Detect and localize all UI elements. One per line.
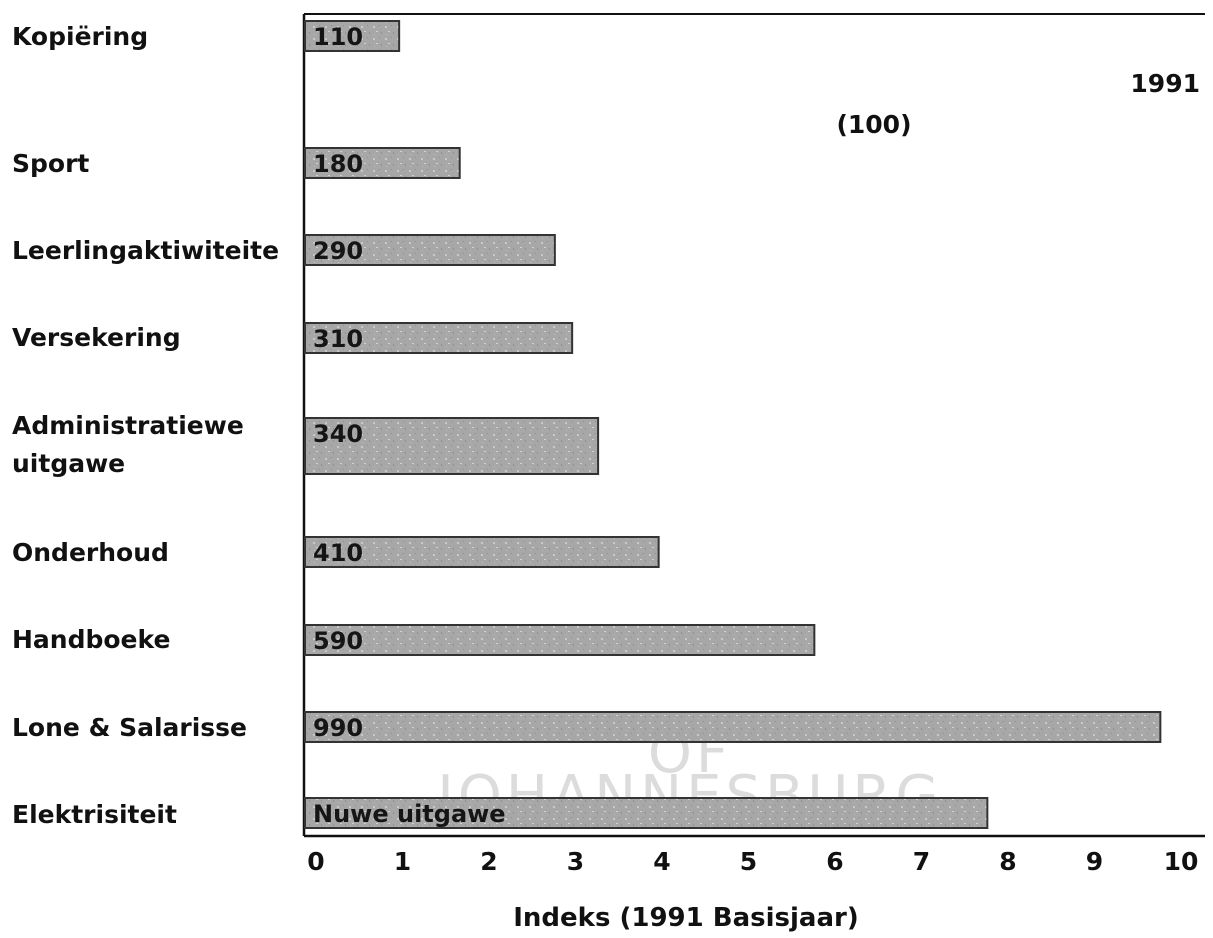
- x-tick-label-5: 5: [740, 847, 757, 876]
- category-label-onderhoud: Onderhoud: [12, 538, 169, 567]
- bar-5: [304, 536, 660, 568]
- bar-data-label-0: 110: [313, 23, 363, 51]
- category-label-sport: Sport: [12, 149, 89, 178]
- category-label-elektrisiteit: Elektrisiteit: [12, 800, 177, 829]
- x-tick-label-3: 3: [567, 847, 584, 876]
- category-labels: Kopiëring Sport Leerlingaktiwiteite Vers…: [12, 22, 279, 829]
- bar-1: [304, 147, 461, 179]
- x-tick-label-2: 2: [480, 847, 497, 876]
- category-label-administratiewe-uitgawe: Administratiewe uitgawe: [12, 411, 253, 478]
- bar-3: [304, 322, 574, 354]
- bar-6: [304, 624, 816, 656]
- bar-data-label-1: 180: [313, 150, 363, 178]
- category-label-lone-salarisse: Lone & Salarisse: [12, 713, 247, 742]
- bar-data-label-4: 340: [313, 420, 363, 448]
- category-label-leerlingaktiwiteite: Leerlingaktiwiteite: [12, 236, 279, 265]
- category-label-kopiering: Kopiëring: [12, 22, 148, 51]
- x-tick-label-1: 1: [394, 847, 411, 876]
- bar-8: [304, 797, 989, 829]
- category-label-versekering: Versekering: [12, 323, 181, 352]
- bar-data-label-8: Nuwe uitgawe: [313, 800, 506, 828]
- bar-data-label-7: 990: [313, 714, 363, 742]
- bar-4: [304, 417, 600, 475]
- bar-data-label-2: 290: [313, 237, 363, 265]
- bar-data-label-6: 590: [313, 627, 363, 655]
- x-tick-label-10: 10: [1164, 847, 1199, 876]
- bars-group: [304, 20, 1162, 829]
- category-label-handboeke: Handboeke: [12, 625, 170, 654]
- x-tick-label-4: 4: [653, 847, 670, 876]
- annotation-base-index: (100): [836, 110, 911, 139]
- bar-data-label-5: 410: [313, 539, 363, 567]
- x-tick-label-6: 6: [826, 847, 843, 876]
- annotation-base-year: 1991: [1130, 69, 1200, 98]
- bar-2: [304, 234, 556, 266]
- x-axis-title: Indeks (1991 Basisjaar): [513, 903, 858, 933]
- x-tick-label-8: 8: [999, 847, 1016, 876]
- bar-data-label-3: 310: [313, 325, 363, 353]
- x-tick-labels-group: 0 1 2 3 4 5 6 7 8 9 10: [307, 847, 1198, 876]
- x-tick-label-0: 0: [307, 847, 324, 876]
- bar-labels-group: 110 180 290 310 340 410 590 990 Nuwe uitgawe: [313, 23, 506, 828]
- bar-0: [304, 20, 401, 52]
- x-tick-label-7: 7: [913, 847, 930, 876]
- bar-7: [304, 711, 1162, 743]
- x-tick-label-9: 9: [1086, 847, 1103, 876]
